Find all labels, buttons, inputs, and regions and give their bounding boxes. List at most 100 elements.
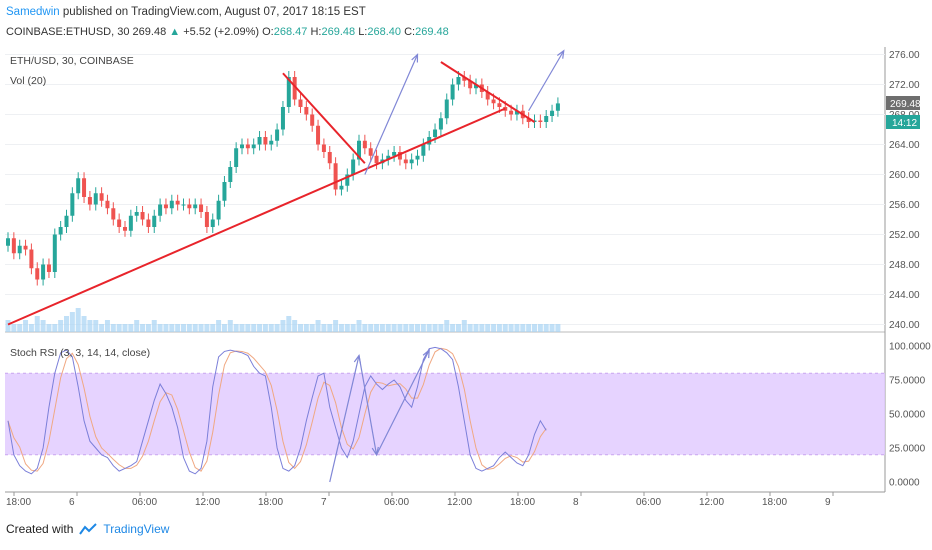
tradingview-logo-icon — [79, 523, 98, 535]
volume-bar — [315, 320, 321, 332]
time-tick-label: 18:00 — [258, 497, 283, 508]
volume-bar — [245, 324, 251, 332]
volume-bar — [40, 320, 46, 332]
countdown-label: 14:12 — [892, 118, 917, 129]
price-tick-label: 252.00 — [889, 230, 920, 241]
candle — [286, 71, 291, 113]
high-label: H: — [310, 26, 322, 38]
candle — [123, 221, 127, 237]
up-arrow-icon: ▲ — [169, 26, 181, 38]
candle-body — [58, 227, 63, 235]
candle — [415, 149, 420, 166]
candle-body — [491, 99, 496, 104]
candle — [450, 78, 455, 106]
tradingview-brand[interactable]: TradingView — [103, 522, 170, 536]
candle-body — [351, 159, 356, 175]
trendlines[interactable] — [7, 49, 565, 326]
volume-bar — [52, 324, 58, 332]
axes: 240.00 244.00 248.00 252.00 256.00 260.00 264.… — [6, 50, 931, 508]
rsi-projection-arrow — [358, 355, 379, 457]
volume-bar — [274, 324, 280, 332]
volume-bar — [280, 320, 286, 332]
candle — [181, 198, 186, 211]
high-value: 269.48 — [321, 26, 356, 38]
volume-bar — [303, 324, 309, 332]
chart-canvas[interactable]: 240.00 244.00 248.00 252.00 256.00 260.00 264.… — [0, 44, 932, 516]
candle — [351, 153, 356, 181]
volume-bar — [186, 324, 192, 332]
candle-body — [280, 107, 285, 130]
volume-bar — [227, 320, 233, 332]
time-tick-label: 18:00 — [762, 497, 787, 508]
candle — [362, 134, 367, 155]
candle — [6, 232, 10, 252]
volume-bar — [17, 324, 23, 332]
volume-bar — [420, 324, 426, 332]
candle-body — [23, 245, 28, 250]
projection-arrow — [364, 53, 419, 175]
candle-body — [433, 129, 438, 137]
volume-bar — [151, 320, 157, 332]
volume-bar — [251, 324, 257, 332]
candle — [263, 131, 268, 151]
candle-body — [514, 110, 519, 115]
candle — [17, 239, 22, 260]
author-link[interactable]: Samedwin — [6, 6, 60, 18]
candle-body — [169, 200, 174, 209]
candle — [199, 198, 204, 218]
candle — [52, 228, 57, 278]
candle-body — [257, 137, 262, 145]
candle — [216, 194, 221, 226]
arrow-line — [528, 50, 565, 112]
volume-bar — [391, 324, 397, 332]
volume-bar — [34, 316, 40, 332]
time-tick-label: 18:00 — [6, 497, 31, 508]
volume-bar — [268, 324, 274, 332]
candle — [76, 172, 81, 200]
candle — [41, 258, 46, 286]
volume-bar — [221, 324, 227, 332]
candle-body — [17, 245, 22, 254]
arrow-head — [411, 53, 419, 63]
volume-bar — [145, 324, 151, 332]
volume-bar — [104, 320, 110, 332]
volume-bar — [99, 324, 105, 332]
candle — [298, 93, 303, 113]
candle-body — [409, 159, 414, 164]
candle-body — [357, 140, 361, 160]
candle — [11, 232, 16, 260]
candles[interactable] — [6, 71, 560, 286]
candle — [310, 108, 315, 132]
candle — [544, 110, 549, 128]
candle — [23, 239, 28, 256]
candle-body — [76, 178, 81, 194]
volume-bar — [485, 324, 491, 332]
volume-bar — [181, 324, 186, 332]
candle-body — [310, 114, 315, 126]
volume-bar — [298, 324, 303, 332]
candle-body — [497, 103, 502, 107]
candle — [339, 179, 344, 196]
candle-body — [123, 227, 127, 231]
rsi-tick-label: 100.0000 — [889, 342, 931, 353]
candle-body — [462, 77, 467, 81]
candle-body — [544, 116, 549, 122]
candle — [374, 149, 379, 170]
time-tick-label: 6 — [69, 497, 75, 508]
countdown-badge: 14:12 — [886, 115, 920, 129]
volume-bar — [333, 320, 339, 332]
candle — [64, 209, 69, 233]
volume-bar — [444, 320, 450, 332]
volume-label: Vol (20) — [10, 75, 46, 87]
candle-body — [397, 152, 402, 160]
stoch-k-line — [7, 346, 547, 475]
candle-body — [11, 238, 16, 254]
candle-body — [292, 77, 297, 100]
trendline — [282, 72, 366, 164]
volume-bar — [192, 324, 198, 332]
candle — [474, 78, 478, 95]
volume-bar — [140, 324, 146, 332]
candle — [538, 114, 543, 128]
candle — [210, 213, 215, 233]
candle — [93, 187, 98, 211]
